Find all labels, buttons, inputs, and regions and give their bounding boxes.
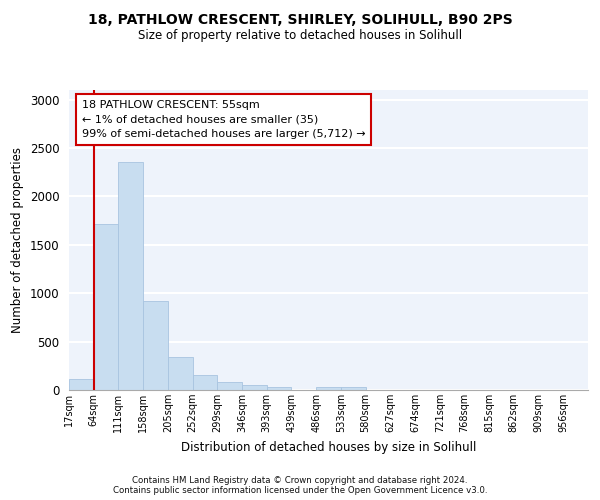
- Bar: [316, 387, 341, 390]
- Bar: [267, 387, 292, 390]
- X-axis label: Distribution of detached houses by size in Solihull: Distribution of detached houses by size …: [181, 440, 476, 454]
- Y-axis label: Number of detached properties: Number of detached properties: [11, 147, 24, 333]
- Bar: [242, 384, 267, 390]
- Bar: [217, 382, 242, 390]
- Bar: [69, 380, 94, 390]
- Text: 18, PATHLOW CRESCENT, SHIRLEY, SOLIHULL, B90 2PS: 18, PATHLOW CRESCENT, SHIRLEY, SOLIHULL,…: [88, 12, 512, 26]
- Text: Size of property relative to detached houses in Solihull: Size of property relative to detached ho…: [138, 29, 462, 42]
- Bar: [168, 357, 193, 390]
- Text: 18 PATHLOW CRESCENT: 55sqm
← 1% of detached houses are smaller (35)
99% of semi-: 18 PATHLOW CRESCENT: 55sqm ← 1% of detac…: [82, 100, 365, 140]
- Bar: [341, 387, 365, 390]
- Bar: [143, 301, 168, 390]
- Bar: [193, 376, 217, 390]
- Bar: [118, 162, 143, 390]
- Bar: [94, 224, 118, 390]
- Text: Contains HM Land Registry data © Crown copyright and database right 2024.
Contai: Contains HM Land Registry data © Crown c…: [113, 476, 487, 495]
